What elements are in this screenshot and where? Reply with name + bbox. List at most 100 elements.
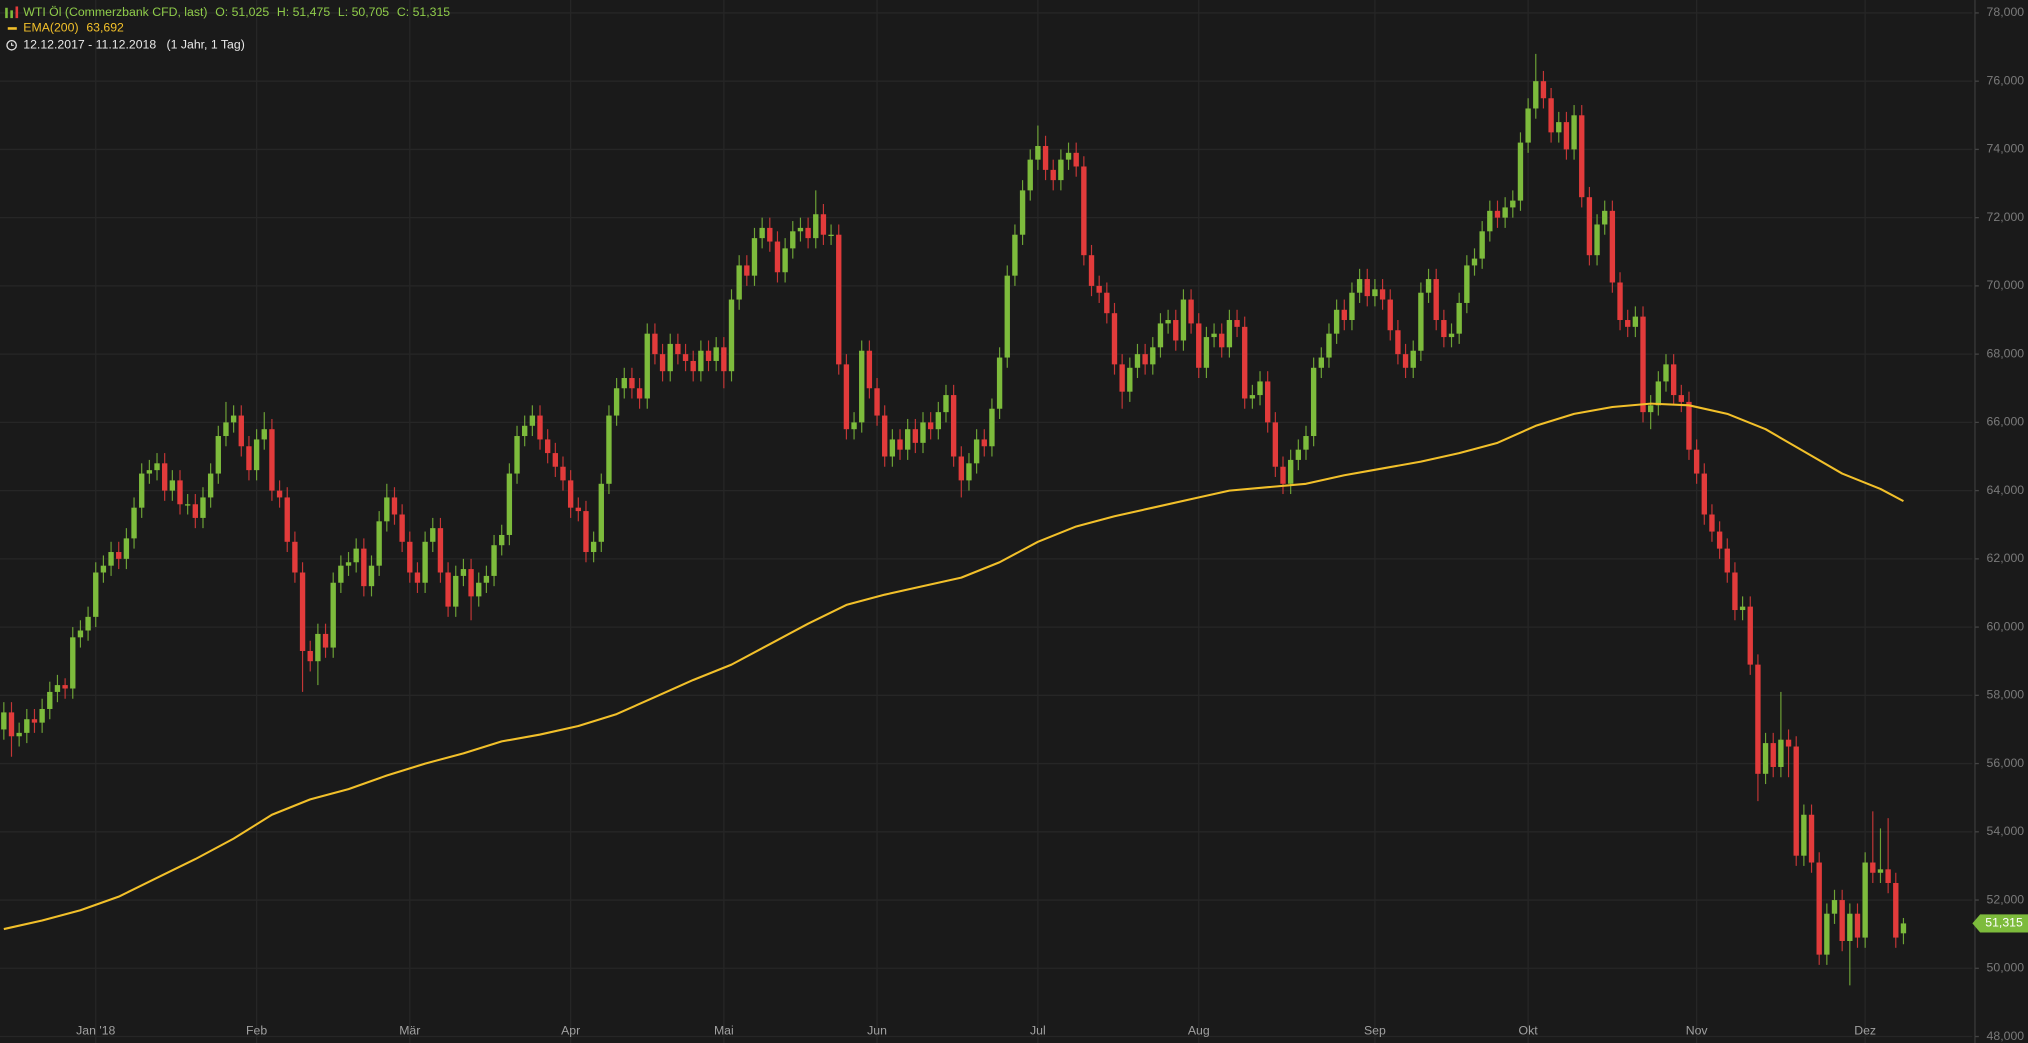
candle-body — [1004, 275, 1010, 358]
y-tick-label: 48,000 — [1987, 1029, 2025, 1043]
candle-body — [1058, 159, 1064, 181]
candle-body — [468, 569, 474, 597]
candle-body — [39, 708, 45, 723]
x-tick-label: Mai — [714, 1024, 734, 1038]
candle-body — [790, 231, 796, 249]
candle-body — [636, 388, 643, 399]
candle-body — [345, 562, 352, 566]
y-tick-label: 66,000 — [1987, 415, 2025, 429]
candle-body — [1104, 292, 1110, 314]
candle-body — [843, 364, 850, 430]
candle-body — [253, 439, 260, 471]
candle-body — [368, 565, 375, 587]
y-tick-label: 58,000 — [1987, 688, 2025, 702]
y-tick-label: 78,000 — [1987, 5, 2025, 19]
candle-body — [958, 456, 964, 481]
candle-body — [1188, 299, 1194, 324]
candle-body — [544, 439, 551, 454]
candle-body — [139, 473, 145, 508]
candle-body — [820, 214, 827, 235]
candle-body — [1196, 323, 1202, 368]
header-quote: WTI Öl (Commerzbank CFD, last) O: 51,025 H… — [23, 5, 450, 19]
candle-body — [1778, 739, 1784, 767]
candle-body — [116, 552, 122, 559]
candle-body — [1326, 333, 1332, 358]
candle-body — [123, 538, 130, 559]
candle-body — [613, 388, 620, 416]
candle-body — [54, 685, 61, 692]
candle-body — [705, 350, 712, 361]
quote-high: H: 51,475 — [277, 5, 330, 19]
candle-body — [70, 637, 76, 689]
candle-body — [24, 719, 30, 733]
candle-body — [514, 436, 520, 474]
candle-body — [1854, 913, 1861, 938]
candle-body — [935, 412, 942, 430]
candle-body — [583, 511, 589, 553]
candle-body — [782, 248, 788, 273]
candle-body — [269, 429, 275, 491]
candle-body — [276, 490, 283, 498]
candle-body — [774, 241, 781, 273]
candle-body — [1226, 320, 1233, 348]
candle-body — [989, 408, 995, 447]
candle-body — [184, 504, 191, 506]
candle-body — [1785, 739, 1792, 747]
candle-body — [430, 528, 436, 542]
candle-body — [1433, 279, 1439, 321]
candle-body — [866, 350, 873, 389]
candle-body — [299, 572, 306, 651]
x-tick-label: Mär — [399, 1024, 420, 1038]
candle-body — [1456, 302, 1462, 334]
candle-body — [1801, 814, 1807, 856]
candle-body — [307, 650, 313, 662]
candle-body — [1096, 285, 1102, 293]
candle-body — [1035, 146, 1041, 160]
candle-body — [16, 732, 22, 737]
clock-icon — [6, 39, 17, 51]
candle-body — [399, 514, 405, 542]
y-tick-label: 72,000 — [1987, 210, 2025, 224]
candle-body — [1548, 98, 1554, 133]
candle-body — [950, 395, 957, 457]
candle-body — [292, 541, 298, 573]
candle-body — [1042, 146, 1049, 170]
candle-body — [1755, 664, 1761, 774]
x-tick-label: Jul — [1030, 1024, 1046, 1038]
candle-body — [552, 453, 559, 467]
candle-body — [1333, 309, 1340, 334]
y-tick-label: 56,000 — [1987, 756, 2025, 770]
candle-body — [1165, 320, 1171, 324]
y-tick-label: 60,000 — [1987, 619, 2025, 633]
x-tick-label: Okt — [1519, 1024, 1539, 1038]
candle-body — [230, 415, 237, 423]
candle-body — [1870, 862, 1876, 873]
candle-body — [889, 439, 896, 457]
candle-body — [973, 439, 980, 464]
header: WTI Öl (Commerzbank CFD, last) O: 51,025 H… — [5, 5, 450, 52]
candle-body — [874, 388, 880, 416]
candle-body — [1379, 289, 1386, 300]
candle-body — [1173, 320, 1179, 341]
candle-body — [1387, 299, 1393, 331]
candle-body — [1280, 466, 1286, 484]
candle-body — [215, 436, 221, 474]
candle-body — [261, 429, 267, 440]
candle-body — [85, 616, 91, 631]
y-tick-label: 54,000 — [1987, 824, 2025, 838]
candle-body — [453, 575, 459, 607]
candle-body — [1831, 900, 1838, 914]
candle-body — [246, 446, 252, 471]
candle-body — [476, 582, 482, 597]
candle-body — [1211, 333, 1217, 338]
legend-name: EMA(200) — [23, 21, 78, 35]
y-tick-label: 68,000 — [1987, 346, 2025, 360]
candle-body — [1372, 289, 1378, 297]
x-tick-label: Nov — [1686, 1024, 1709, 1038]
candle-body — [1877, 869, 1884, 873]
candle-body — [1073, 152, 1079, 167]
period-interval: (1 Jahr, 1 Tag) — [167, 38, 245, 52]
candle-body — [1479, 231, 1485, 259]
candle-body — [162, 463, 168, 491]
